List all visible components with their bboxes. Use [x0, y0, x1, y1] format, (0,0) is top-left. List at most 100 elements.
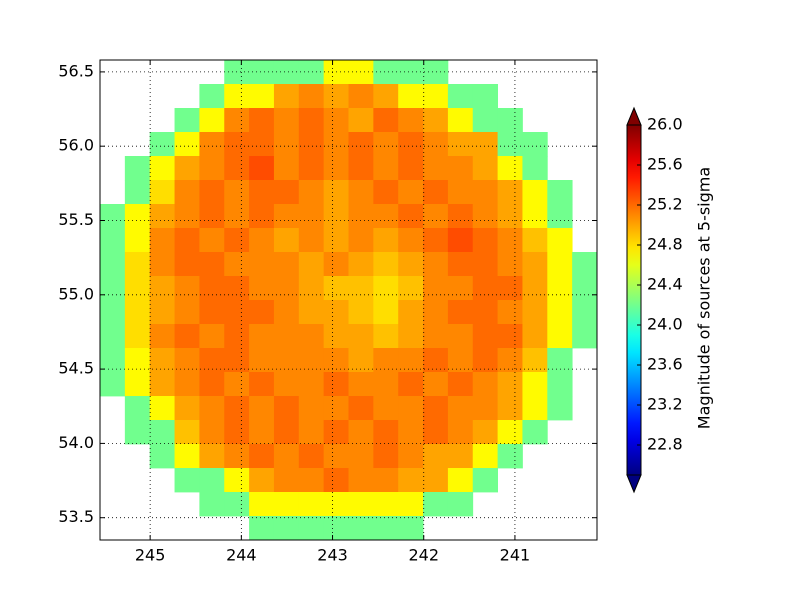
- heatmap-cell: [224, 228, 250, 253]
- heatmap-cell: [323, 420, 349, 445]
- heatmap-cell: [298, 108, 325, 133]
- heatmap-cell: [472, 300, 498, 325]
- heatmap-cell: [348, 420, 374, 445]
- colorbar-tick-label: 24.4: [647, 275, 683, 294]
- heatmap-cell: [547, 396, 573, 421]
- heatmap-cell: [522, 324, 548, 349]
- heatmap-cell: [472, 396, 498, 421]
- heatmap-cell: [224, 396, 250, 421]
- heatmap-cell: [273, 204, 300, 229]
- heatmap-cell: [100, 300, 126, 325]
- heatmap-cell: [398, 396, 424, 421]
- heatmap-cell: [398, 180, 424, 205]
- heatmap-cell: [224, 276, 250, 301]
- y-tick-label: 54.5: [58, 359, 94, 378]
- heatmap-cell: [323, 132, 349, 157]
- heatmap-cell: [447, 324, 474, 349]
- heatmap-cell: [149, 444, 175, 469]
- heatmap-cell: [447, 228, 474, 253]
- heatmap-cell: [149, 396, 175, 421]
- heatmap-cell: [348, 156, 374, 181]
- heatmap-cell: [124, 252, 151, 277]
- x-tick-label: 244: [226, 546, 257, 565]
- heatmap-cell: [447, 180, 474, 205]
- colorbar-tick-label: 26.0: [647, 115, 683, 134]
- heatmap-cell: [199, 348, 225, 373]
- heatmap-cell: [174, 180, 200, 205]
- heatmap-cell: [249, 492, 275, 517]
- heatmap-cell: [447, 108, 474, 133]
- heatmap-cell: [423, 324, 449, 349]
- heatmap-cell: [373, 300, 399, 325]
- heatmap-cell: [497, 156, 523, 181]
- colorbar-extend: [626, 106, 642, 126]
- y-tick-label: 55.5: [58, 210, 94, 229]
- heatmap-cell: [224, 348, 250, 373]
- heatmap-cell: [323, 492, 349, 517]
- heatmap-cell: [174, 252, 200, 277]
- heatmap-cell: [249, 468, 275, 493]
- heatmap-cell: [373, 396, 399, 421]
- heatmap-cell: [323, 372, 349, 397]
- heatmap-cell: [149, 204, 175, 229]
- heatmap-cell: [423, 132, 449, 157]
- heatmap-cell: [174, 276, 200, 301]
- colorbar-tick-label: 22.8: [647, 435, 683, 454]
- heatmap-cell: [224, 300, 250, 325]
- heatmap-cell: [174, 348, 200, 373]
- heatmap-cell: [398, 60, 424, 85]
- heatmap-cell: [199, 324, 225, 349]
- heatmap-cell: [273, 84, 300, 109]
- heatmap-cell: [348, 84, 374, 109]
- heatmap-cell: [398, 420, 424, 445]
- heatmap-cell: [298, 396, 325, 421]
- heatmap-cell: [199, 444, 225, 469]
- heatmap-cell: [323, 300, 349, 325]
- heatmap-cell: [348, 300, 374, 325]
- heatmap-cell: [124, 180, 151, 205]
- heatmap-cell: [522, 300, 548, 325]
- heatmap-cell: [373, 372, 399, 397]
- heatmap-cell: [174, 204, 200, 229]
- heatmap-cell: [273, 228, 300, 253]
- heatmap-cell: [298, 324, 325, 349]
- heatmap-cell: [423, 372, 449, 397]
- heatmap-cell: [447, 84, 474, 109]
- heatmap-cell: [398, 468, 424, 493]
- heatmap-cell: [447, 252, 474, 277]
- heatmap-cell: [199, 420, 225, 445]
- heatmap-cell: [522, 132, 548, 157]
- heatmap-cell: [373, 468, 399, 493]
- heatmap-cell: [447, 276, 474, 301]
- heatmap-cell: [572, 276, 598, 301]
- heatmap-cell: [249, 348, 275, 373]
- y-tick-label: 54.0: [58, 433, 94, 452]
- heatmap-cell: [249, 444, 275, 469]
- x-tick-label: 242: [408, 546, 439, 565]
- heatmap-cell: [348, 132, 374, 157]
- heatmap-cell: [373, 276, 399, 301]
- heatmap-cell: [124, 324, 151, 349]
- heatmap-cell: [199, 300, 225, 325]
- heatmap-cell: [522, 228, 548, 253]
- heatmap-cell: [398, 516, 424, 541]
- heatmap-cell: [373, 492, 399, 517]
- heatmap-cell: [472, 276, 498, 301]
- heatmap-cell: [472, 156, 498, 181]
- heatmap-cell: [447, 156, 474, 181]
- colorbar-tick-label: 24.0: [647, 315, 683, 334]
- heatmap-cell: [423, 396, 449, 421]
- heatmap-cell: [149, 420, 175, 445]
- heatmap-cell: [124, 396, 151, 421]
- heatmap-cell: [373, 228, 399, 253]
- heatmap-cell: [472, 372, 498, 397]
- heatmap-cell: [249, 84, 275, 109]
- heatmap-cell: [423, 180, 449, 205]
- heatmap-cell: [199, 396, 225, 421]
- heatmap-cell: [273, 372, 300, 397]
- heatmap-cell: [224, 180, 250, 205]
- heatmap-cell: [423, 228, 449, 253]
- x-tick-label: 243: [317, 546, 348, 565]
- heatmap-cell: [298, 348, 325, 373]
- colorbar-tick-label: 23.2: [647, 395, 683, 414]
